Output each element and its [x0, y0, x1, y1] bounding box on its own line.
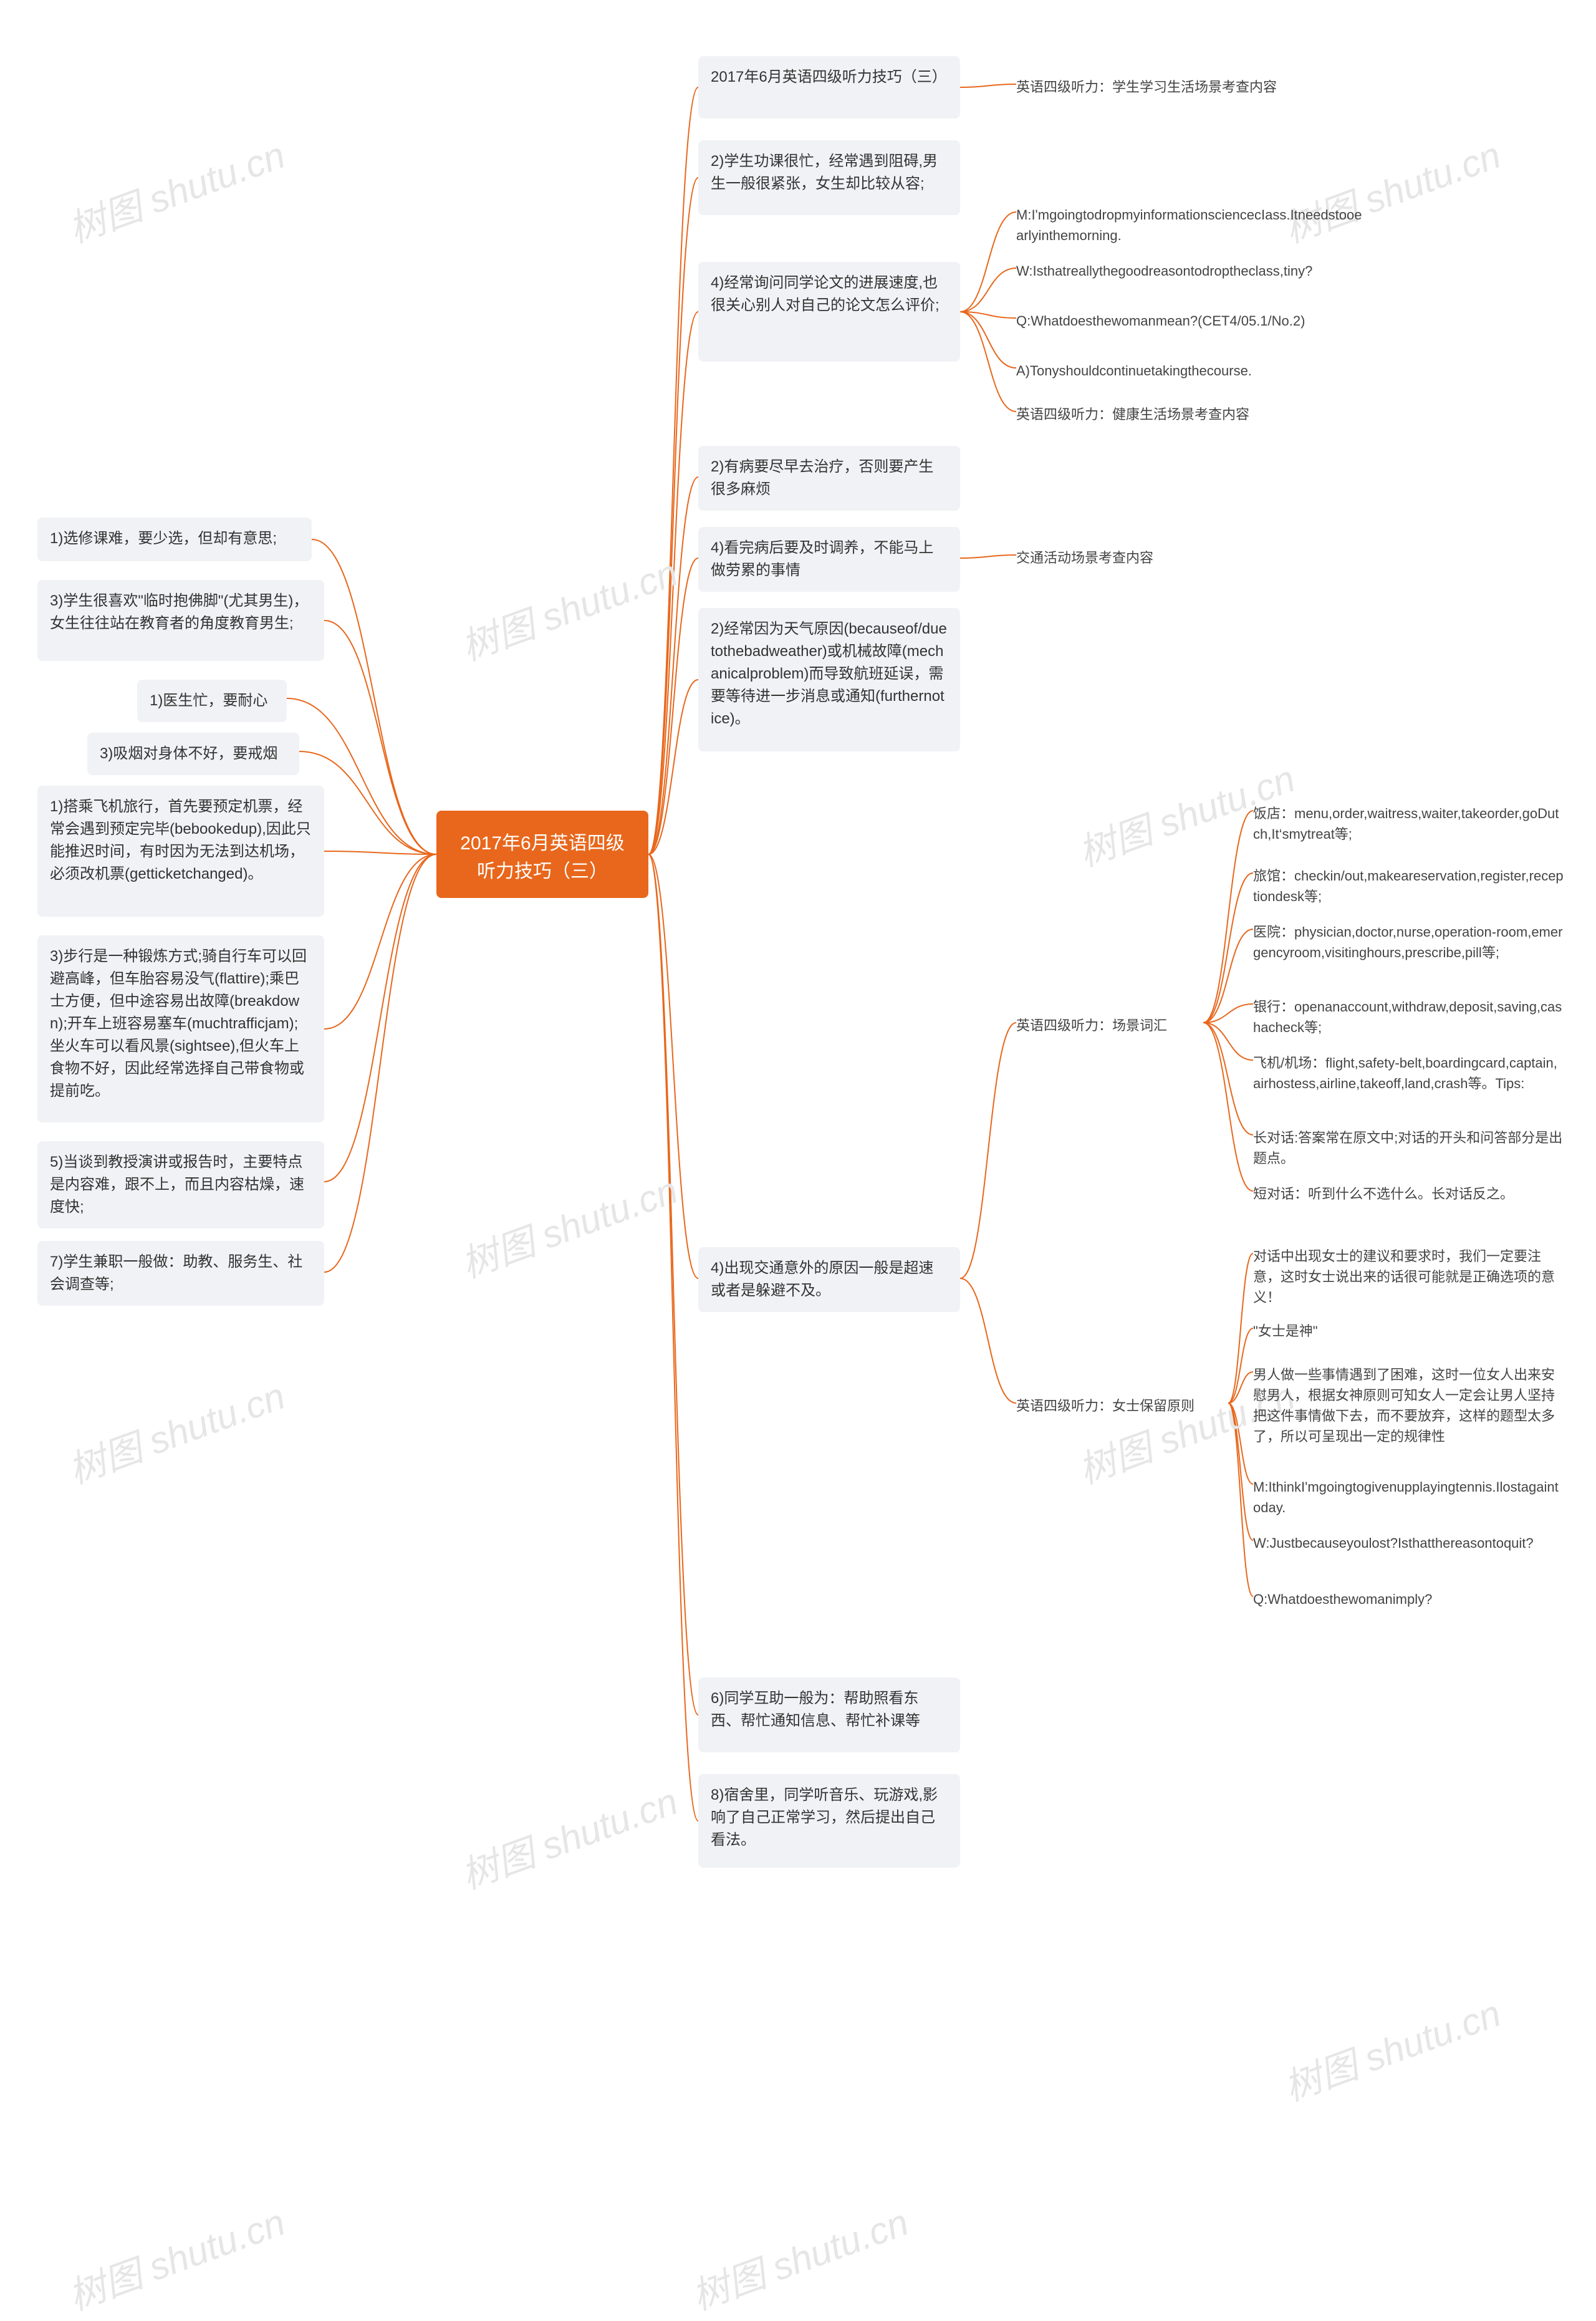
left-node: 1)医生忙，要耐心 [137, 680, 287, 722]
root-label: 2017年6月英语四级听力技巧（三） [460, 833, 624, 882]
left-node: 3)吸烟对身体不好，要戒烟 [87, 733, 299, 775]
leaf-node: 英语四级听力：健康生活场景考查内容 [1016, 399, 1365, 430]
right-node: 2)有病要尽早去治疗，否则要产生很多麻烦 [698, 446, 960, 511]
watermark: 树图 shutu.cn [60, 125, 291, 253]
watermark: 树图 shutu.cn [453, 543, 684, 671]
group-label: 英语四级听力：场景词汇 [1016, 1010, 1203, 1041]
leaf-node: W:Isthatreallythegoodreasontodroptheclas… [1016, 256, 1365, 286]
right-node: 4)经常询问同学论文的进展速度,也很关心别人对自己的论文怎么评价; [698, 262, 960, 362]
watermark: 树图 shutu.cn [1276, 1983, 1507, 2111]
leaf-node: 男人做一些事情遇到了困难，这时一位女人出来安慰男人，根据女神原则可知女人一定会让… [1253, 1359, 1565, 1452]
leaf-node: "女士是神" [1253, 1316, 1378, 1346]
left-node: 7)学生兼职一般做：助教、服务生、社会调查等; [37, 1241, 324, 1306]
watermark: 树图 shutu.cn [683, 2192, 915, 2320]
leaf-node: 长对话:答案常在原文中;对话的开头和问答部分是出题点。 [1253, 1122, 1565, 1174]
right-node: 2)学生功课很忙，经常遇到阻碍,男生一般很紧张，女生却比较从容; [698, 140, 960, 215]
leaf-node: Q:Whatdoesthewomanimply? [1253, 1584, 1565, 1614]
left-node: 3)学生很喜欢"临时抱佛脚"(尤其男生)，女生往往站在教育者的角度教育男生; [37, 580, 324, 661]
left-node: 1)搭乘飞机旅行，首先要预定机票，经常会遇到预定完毕(bebookedup),因… [37, 786, 324, 917]
leaf-node: 银行：openanaccount,withdraw,deposit,saving… [1253, 992, 1565, 1043]
leaf-node: W:Justbecauseyoulost?Isthatthereasontoqu… [1253, 1528, 1565, 1558]
leaf-node: 对话中出现女士的建议和要求时，我们一定要注意，这时女士说出来的话很可能就是正确选… [1253, 1241, 1565, 1313]
watermark: 树图 shutu.cn [60, 2192, 291, 2320]
watermark: 树图 shutu.cn [60, 1366, 291, 1494]
right-node: 4)看完病后要及时调养，不能马上做劳累的事情 [698, 527, 960, 592]
left-node: 1)选修课难，要少选，但却有意思; [37, 518, 312, 561]
leaf-node: Q:Whatdoesthewomanmean?(CET4/05.1/No.2) [1016, 306, 1365, 336]
left-node: 3)步行是一种锻炼方式;骑自行车可以回避高峰，但车胎容易没气(flattire)… [37, 935, 324, 1122]
leaf-node: 医院：physician,doctor,nurse,operation-room… [1253, 917, 1565, 968]
right-node: 6)同学互助一般为：帮助照看东西、帮忙通知信息、帮忙补课等 [698, 1677, 960, 1752]
leaf-node: A)Tonyshouldcontinuetakingthecourse. [1016, 355, 1365, 386]
right-node: 2017年6月英语四级听力技巧（三） [698, 56, 960, 118]
leaf-node: M:IthinkI'mgoingtogivenupplayingtennis.I… [1253, 1472, 1565, 1523]
leaf-node: 交通活动场景考查内容 [1016, 543, 1216, 573]
group-label: 英语四级听力：女士保留原则 [1016, 1391, 1228, 1421]
leaf-node: 英语四级听力：学生学习生活场景考查内容 [1016, 72, 1340, 102]
left-node: 5)当谈到教授演讲或报告时，主要特点是内容难，跟不上，而且内容枯燥，速度快; [37, 1141, 324, 1228]
leaf-node: M:I'mgoingtodropmyinformationsciencecIas… [1016, 200, 1365, 251]
leaf-node: 饭店：menu,order,waitress,waiter,takeorder,… [1253, 798, 1565, 849]
leaf-node: 短对话：听到什么不选什么。长对话反之。 [1253, 1179, 1565, 1209]
right-node: 8)宿舍里，同学听音乐、玩游戏,影响了自己正常学习，然后提出自己看法。 [698, 1774, 960, 1868]
watermark: 树图 shutu.cn [453, 1160, 684, 1288]
leaf-node: 旅馆：checkin/out,makeareservation,register… [1253, 861, 1565, 912]
root-node: 2017年6月英语四级听力技巧（三） [436, 811, 648, 898]
right-node: 2)经常因为天气原因(becauseof/duetothebadweather)… [698, 608, 960, 751]
watermark: 树图 shutu.cn [453, 1771, 684, 1899]
right-node: 4)出现交通意外的原因一般是超速或者是躲避不及。 [698, 1247, 960, 1312]
leaf-node: 飞机/机场：flight,safety-belt,boardingcard,ca… [1253, 1048, 1565, 1099]
mindmap-canvas: 树图 shutu.cn 树图 shutu.cn 树图 shutu.cn 树图 shut… [0, 0, 1596, 2273]
